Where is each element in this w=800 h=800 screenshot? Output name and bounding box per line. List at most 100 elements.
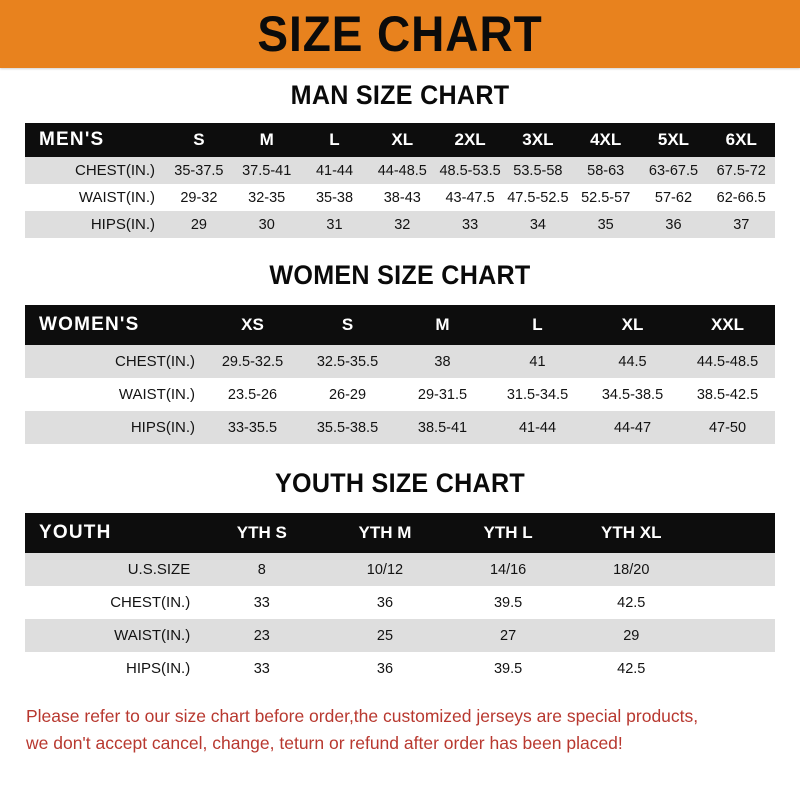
men-cell: 37.5-41 <box>242 162 292 179</box>
man-size-table-wrapper: MEN'S S M L XL 2XL 3XL 4XL 5XL 6XL CHEST(IN.) 35-… <box>25 123 776 238</box>
men-cell: 37 <box>733 216 750 233</box>
disclaimer-line-1: Please refer to our size chart before or… <box>26 706 699 726</box>
table-header-row: MEN'S S M L XL 2XL 3XL 4XL 5XL 6XL <box>25 123 776 157</box>
men-cell: 29 <box>190 216 207 233</box>
man-size-chart-title: MAN SIZE CHART <box>290 80 510 110</box>
table-row: WAIST(IN.) 23.5-26 26-29 29-31.5 31.5-34.5 34… <box>25 378 775 411</box>
table-row: WAIST(IN.) 29-32 32-35 35-38 38-43 43-47.5 47.… <box>25 184 776 211</box>
youth-cell-spacer <box>693 553 775 586</box>
women-size-header-xl: XL <box>621 315 644 334</box>
men-size-header-4xl: 4XL <box>590 130 622 149</box>
youth-cell: 36 <box>376 594 394 611</box>
men-cell: 30 <box>258 216 275 233</box>
women-cell: 44.5-48.5 <box>696 353 759 370</box>
youth-cell: 39.5 <box>493 660 523 677</box>
women-cell: 35.5-38.5 <box>316 419 379 436</box>
youth-cell: 39.5 <box>493 594 523 611</box>
men-size-header-3xl: 3XL <box>522 130 554 149</box>
men-row-label: CHEST(IN.) <box>75 162 155 179</box>
man-table-body: CHEST(IN.) 35-37.5 37.5-41 41-44 44-48.5 48.5… <box>25 157 776 238</box>
table-row: WAIST(IN.) 23 25 27 29 <box>25 619 775 652</box>
women-cell: 32.5-35.5 <box>316 353 379 370</box>
women-row-label: CHEST(IN.) <box>115 353 195 370</box>
men-size-header-l: L <box>329 130 340 149</box>
table-row: HIPS(IN.) 33-35.5 35.5-38.5 38.5-41 41-44 44-… <box>25 411 775 444</box>
men-cell: 33 <box>462 216 479 233</box>
youth-size-header-yth-l: YTH L <box>483 523 533 542</box>
youth-cell: 27 <box>500 627 517 644</box>
men-row-label: WAIST(IN.) <box>78 189 155 206</box>
women-row-label-header: WOMEN'S <box>39 314 140 335</box>
table-row: HIPS(IN.) 29 30 31 32 33 34 35 36 37 <box>25 211 776 238</box>
women-size-chart-title: WOMEN SIZE CHART <box>269 260 531 290</box>
women-cell: 38.5-42.5 <box>696 386 759 403</box>
women-table-header: WOMEN'S XS S M L XL XXL <box>25 305 775 345</box>
men-cell: 62-66.5 <box>716 189 766 206</box>
youth-cell: 14/16 <box>489 561 527 578</box>
men-cell: 53.5-58 <box>513 162 563 179</box>
youth-row-label-header: YOUTH <box>39 522 112 543</box>
youth-cell-spacer <box>693 652 775 685</box>
table-row: CHEST(IN.) 35-37.5 37.5-41 41-44 44-48.5 48.5… <box>25 157 776 184</box>
youth-size-chart-title: YOUTH SIZE CHART <box>275 468 525 498</box>
youth-size-table: YOUTH YTH S YTH M YTH L YTH XL U.S.SIZE 8 10/… <box>25 513 775 685</box>
men-cell: 35 <box>597 216 614 233</box>
women-cell: 44-47 <box>613 419 652 436</box>
men-cell: 43-47.5 <box>445 189 495 206</box>
men-size-header-xl: XL <box>391 130 414 149</box>
man-size-chart-section: MAN SIZE CHART MEN'S S M L XL 2XL 3XL 4XL 5XL 6X… <box>0 80 800 238</box>
youth-cell: 23 <box>253 627 270 644</box>
women-cell: 47-50 <box>708 419 747 436</box>
women-cell: 23.5-26 <box>227 386 278 403</box>
youth-cell-spacer <box>693 586 775 619</box>
men-cell: 58-63 <box>587 162 625 179</box>
women-cell: 29.5-32.5 <box>221 353 284 370</box>
men-cell: 67.5-72 <box>716 162 766 179</box>
youth-row-label: HIPS(IN.) <box>126 660 191 677</box>
youth-cell: 42.5 <box>617 594 646 611</box>
men-size-header-m: M <box>259 130 274 149</box>
youth-table-header: YOUTH YTH S YTH M YTH L YTH XL <box>25 513 775 553</box>
men-cell: 31 <box>326 216 343 233</box>
man-table-header: MEN'S S M L XL 2XL 3XL 4XL 5XL 6XL <box>25 123 776 157</box>
men-cell: 48.5-53.5 <box>439 162 501 179</box>
table-row: U.S.SIZE 8 10/12 14/16 18/20 <box>25 553 775 586</box>
youth-size-header-yth-xl: YTH XL <box>601 523 662 542</box>
men-cell: 41-44 <box>315 162 354 179</box>
youth-row-label: U.S.SIZE <box>127 561 191 578</box>
man-row-label-header: MEN'S <box>39 129 105 150</box>
men-size-header-2xl: 2XL <box>454 130 486 149</box>
youth-size-table-wrapper: YOUTH YTH S YTH M YTH L YTH XL U.S.SIZE 8 10/… <box>25 513 775 685</box>
man-size-table: MEN'S S M L XL 2XL 3XL 4XL 5XL 6XL CHEST(IN.) 35-… <box>25 123 776 238</box>
men-cell: 32-35 <box>248 189 286 206</box>
youth-cell: 42.5 <box>617 660 646 677</box>
men-cell: 35-37.5 <box>174 162 224 179</box>
table-header-row: WOMEN'S XS S M L XL XXL <box>25 305 775 345</box>
women-size-header-m: M <box>435 315 450 334</box>
disclaimer-text: Please refer to our size chart before or… <box>0 703 800 757</box>
women-cell: 38.5-41 <box>417 419 468 436</box>
women-size-header-xs: XS <box>241 315 264 334</box>
youth-cell: 33 <box>253 594 270 611</box>
youth-cell: 8 <box>257 561 266 578</box>
women-size-table-wrapper: WOMEN'S XS S M L XL XXL CHEST(IN.) 29.5-32.5 32… <box>25 305 775 444</box>
men-cell: 35-38 <box>315 189 354 206</box>
table-header-row: YOUTH YTH S YTH M YTH L YTH XL <box>25 513 775 553</box>
women-cell: 44.5 <box>618 353 647 370</box>
men-cell: 38-43 <box>383 189 421 206</box>
youth-header-spacer <box>693 513 775 553</box>
youth-table-body: U.S.SIZE 8 10/12 14/16 18/20 CHEST(IN.) 33 36 39… <box>25 553 775 685</box>
men-cell: 44-48.5 <box>377 162 427 179</box>
men-cell: 34 <box>529 216 546 233</box>
women-cell: 34.5-38.5 <box>601 386 664 403</box>
women-cell: 26-29 <box>328 386 367 403</box>
youth-row-label: WAIST(IN.) <box>114 627 191 644</box>
men-cell: 52.5-57 <box>581 189 631 206</box>
youth-size-header-yth-s: YTH S <box>236 523 287 542</box>
table-row: HIPS(IN.) 33 36 39.5 42.5 <box>25 652 775 685</box>
table-row: CHEST(IN.) 33 36 39.5 42.5 <box>25 586 775 619</box>
disclaimer-line-2: we don't accept cancel, change, teturn o… <box>26 733 623 754</box>
men-cell: 57-62 <box>654 189 693 206</box>
men-row-label: HIPS(IN.) <box>90 216 155 233</box>
youth-cell: 18/20 <box>613 561 650 578</box>
